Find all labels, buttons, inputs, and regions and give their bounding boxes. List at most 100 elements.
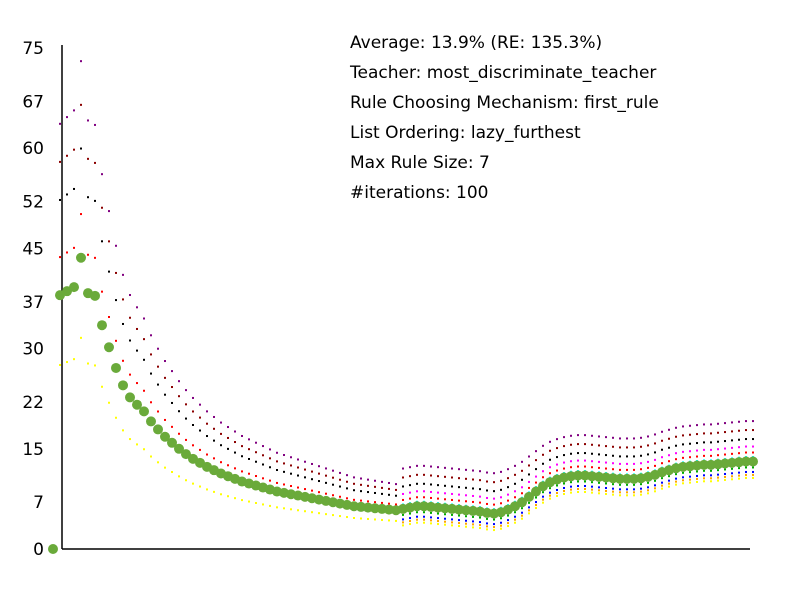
band-point: [143, 338, 145, 341]
band-point: [640, 454, 642, 457]
band-point: [500, 524, 502, 527]
band-point: [332, 514, 334, 517]
band-point: [458, 493, 460, 496]
band-point: [416, 521, 418, 524]
band-point: [199, 485, 201, 488]
band-point: [591, 485, 593, 488]
band-point: [682, 482, 684, 485]
average-point: [615, 473, 625, 484]
band-point: [542, 495, 544, 498]
band-point: [570, 460, 572, 463]
band-point: [745, 473, 747, 476]
band-point: [689, 471, 691, 474]
band-point: [563, 436, 565, 439]
band-point: [451, 485, 453, 488]
band-point: [605, 454, 607, 457]
band-point: [199, 448, 201, 451]
band-point: [731, 472, 733, 475]
band-point: [612, 493, 614, 496]
average-point: [524, 491, 534, 502]
band-point: [101, 290, 103, 293]
band-point: [591, 481, 593, 484]
band-point: [234, 430, 236, 433]
band-point: [521, 478, 523, 481]
band-point: [150, 353, 152, 356]
band-point: [311, 470, 313, 473]
band-point: [493, 526, 495, 529]
band-point: [514, 496, 516, 499]
band-point: [598, 453, 600, 456]
band-point: [654, 487, 656, 490]
band-point: [402, 513, 404, 516]
band-point: [696, 442, 698, 445]
band-point: [199, 429, 201, 432]
band-point: [528, 486, 530, 489]
y-tick-label: 37: [22, 293, 44, 313]
band-point: [339, 515, 341, 518]
band-point: [276, 506, 278, 509]
band-point: [668, 485, 670, 488]
band-point: [528, 501, 530, 504]
band-point: [206, 453, 208, 456]
band-point: [682, 450, 684, 453]
band-point: [451, 521, 453, 524]
band-point: [59, 198, 61, 201]
band-point: [115, 299, 117, 302]
band-point: [549, 466, 551, 469]
band-point: [584, 434, 586, 437]
band-point: [521, 507, 523, 510]
band-point: [598, 481, 600, 484]
band-point: [710, 477, 712, 480]
average-point: [517, 497, 527, 508]
band-point: [367, 484, 369, 487]
band-point: [444, 484, 446, 487]
band-point: [458, 468, 460, 471]
band-point: [402, 476, 404, 479]
band-point: [213, 457, 215, 460]
band-point: [346, 516, 348, 519]
band-point: [402, 521, 404, 524]
band-point: [647, 489, 649, 492]
band-point: [738, 477, 740, 480]
band-point: [668, 446, 670, 449]
band-point: [381, 501, 383, 504]
band-point: [297, 458, 299, 461]
band-point: [619, 483, 621, 486]
band-point: [556, 463, 558, 466]
band-point: [661, 477, 663, 480]
average-point: [90, 290, 100, 301]
band-point: [640, 487, 642, 490]
band-point: [227, 464, 229, 467]
band-point: [346, 474, 348, 477]
band-point: [66, 361, 68, 364]
band-point: [192, 396, 194, 399]
band-point: [577, 487, 579, 490]
band-point: [423, 490, 425, 493]
band-point: [108, 316, 110, 319]
average-point: [167, 437, 177, 448]
y-tick-label: 75: [22, 39, 44, 59]
band-point: [724, 440, 726, 443]
band-point: [696, 477, 698, 480]
band-point: [752, 470, 754, 473]
band-point: [577, 480, 579, 483]
band-point: [640, 445, 642, 448]
band-point: [542, 476, 544, 479]
band-point: [213, 415, 215, 418]
band-point: [318, 480, 320, 483]
band-point: [563, 482, 565, 485]
band-point: [255, 475, 257, 478]
band-point: [696, 433, 698, 436]
band-point: [598, 492, 600, 495]
band-point: [220, 493, 222, 496]
band-point: [675, 435, 677, 438]
band-point: [458, 477, 460, 480]
band-point: [535, 496, 537, 499]
band-point: [297, 509, 299, 512]
band-point: [682, 471, 684, 474]
band-point: [409, 523, 411, 526]
band-point: [500, 502, 502, 505]
band-point: [612, 487, 614, 490]
band-point: [353, 489, 355, 492]
band-point: [367, 517, 369, 520]
